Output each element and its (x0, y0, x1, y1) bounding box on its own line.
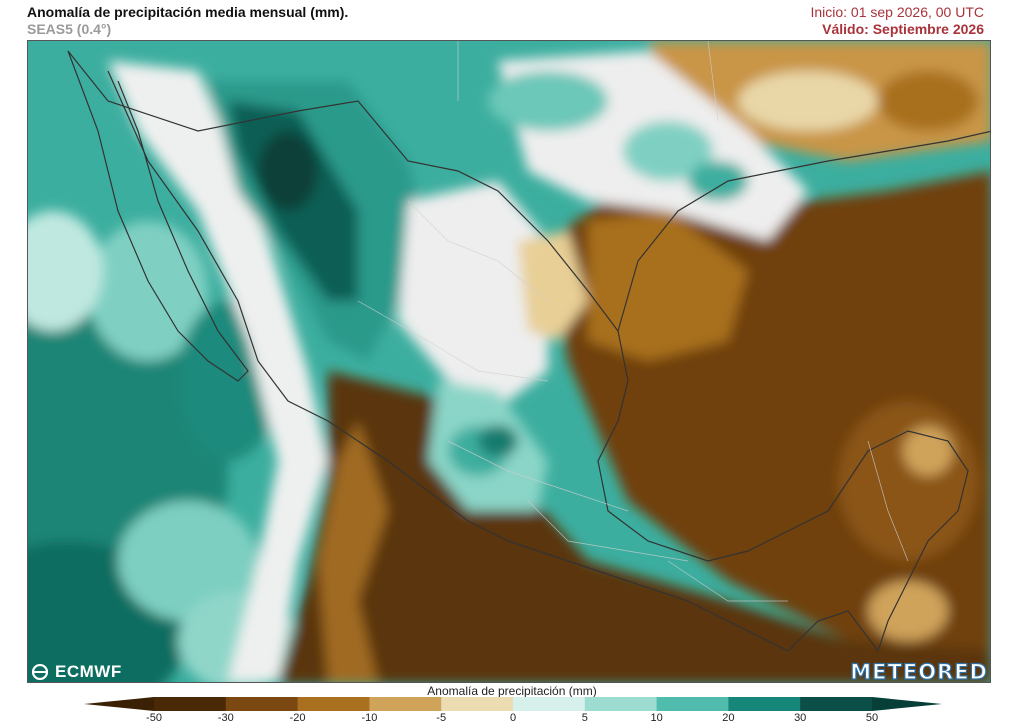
run-date: Inicio: 01 sep 2026, 00 UTC (810, 4, 984, 20)
colorbar-segment (584, 697, 658, 711)
legend-tick-label: 5 (581, 712, 588, 724)
legend-colorbar (84, 697, 942, 711)
colorbar-segment (728, 697, 801, 711)
colorbar-segment (297, 697, 370, 711)
colorbar-segment (800, 697, 873, 711)
ecmwf-logo: ECMWF (29, 662, 122, 682)
meteored-logo: METEORED (850, 659, 988, 684)
legend-tick-label: -5 (436, 712, 447, 724)
colorbar-segment (225, 697, 299, 711)
colorbar-overflow (872, 697, 942, 711)
valid-period: Válido: Septiembre 2026 (822, 21, 984, 37)
colorbar-segment (154, 697, 227, 711)
colorbar-underflow (84, 697, 154, 711)
model-subtitle: SEAS5 (0.4°) (27, 21, 112, 37)
legend-tick-label: -20 (289, 712, 306, 724)
colorbar-segment (656, 697, 729, 711)
colorbar-segment (441, 697, 514, 711)
legend-tick-label: 30 (794, 712, 807, 724)
state-borders (357, 41, 909, 602)
legend-tick-label: 10 (650, 712, 663, 724)
legend-tick-label: 20 (722, 712, 735, 724)
legend-tick-label: -10 (361, 712, 378, 724)
precipitation-anomaly-map (27, 40, 991, 683)
map-title: Anomalía de precipitación media mensual … (27, 4, 349, 20)
ecmwf-swirl-icon (31, 664, 49, 680)
legend-title: Anomalía de precipitación (mm) (427, 684, 597, 698)
colorbar-segment (369, 697, 442, 711)
ecmwf-wordmark: ECMWF (55, 662, 122, 681)
legend-tick-label: 0 (509, 712, 517, 724)
legend-tick-label: -50 (146, 712, 162, 724)
legend-tick-label: 50 (865, 712, 879, 724)
legend-tick-label: -30 (217, 712, 234, 724)
map-canvas (28, 41, 990, 682)
colorbar-segment (513, 697, 586, 711)
country-borders (67, 50, 990, 652)
